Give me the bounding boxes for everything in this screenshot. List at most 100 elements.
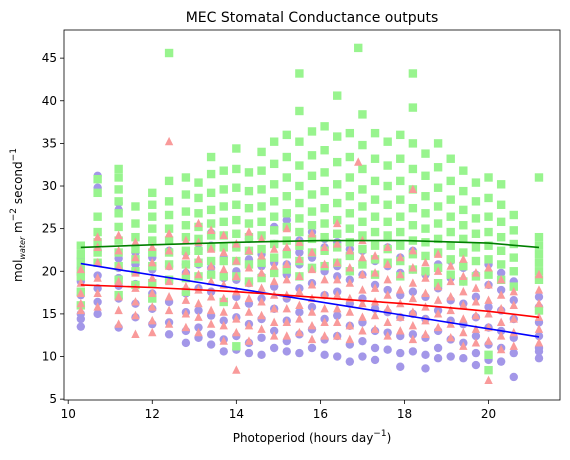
data-point-square — [295, 137, 304, 146]
data-point-square — [232, 229, 241, 238]
data-point-square — [219, 202, 228, 211]
data-point-triangle — [396, 252, 405, 262]
data-point-triangle — [282, 317, 291, 327]
data-point-square — [181, 246, 191, 256]
data-point-triangle — [320, 317, 329, 327]
data-point-square — [269, 268, 279, 278]
data-point-square — [269, 137, 279, 146]
data-point-triangle — [206, 244, 216, 253]
data-point-square — [370, 128, 380, 138]
x-tick-label: 18 — [397, 407, 412, 421]
data-point-square — [295, 161, 304, 170]
data-point-triangle — [484, 263, 493, 272]
data-point-triangle — [471, 324, 481, 333]
data-point-circle — [534, 354, 544, 363]
data-point-square — [471, 197, 481, 206]
data-point-triangle — [320, 290, 329, 299]
data-point-square — [269, 180, 279, 189]
data-point-triangle — [131, 310, 140, 320]
data-point-triangle — [484, 280, 493, 289]
data-point-triangle — [114, 292, 123, 301]
data-point-triangle — [408, 246, 418, 255]
data-point-square — [181, 221, 191, 230]
data-point-square — [244, 203, 254, 213]
data-point-triangle — [219, 336, 228, 345]
data-point-square — [244, 219, 254, 228]
data-point-triangle — [496, 331, 506, 340]
data-point-triangle — [181, 295, 191, 304]
data-point-triangle — [307, 321, 317, 330]
data-point-square — [269, 212, 279, 221]
data-point-square — [282, 152, 291, 162]
data-point-square — [370, 241, 380, 250]
trend-line — [80, 262, 540, 338]
y-tick-label: 15 — [42, 307, 57, 321]
data-point-circle — [257, 350, 266, 360]
data-point-triangle — [269, 261, 279, 270]
data-point-triangle — [148, 288, 157, 298]
data-point-circle — [295, 248, 304, 257]
data-point-triangle — [383, 242, 392, 251]
data-point-triangle — [257, 234, 266, 243]
data-point-square — [282, 265, 291, 274]
data-point-square — [164, 176, 174, 186]
trend-lines — [80, 239, 540, 338]
data-point-triangle — [408, 263, 418, 272]
data-point-square — [421, 192, 430, 201]
data-point-triangle — [345, 334, 355, 344]
data-point-triangle — [219, 264, 228, 274]
data-point-square — [496, 232, 506, 242]
data-point-triangle — [219, 230, 228, 240]
data-point-square — [446, 227, 455, 237]
data-point-square — [114, 197, 123, 206]
data-point-triangle — [282, 259, 291, 269]
data-point-triangle — [345, 278, 355, 287]
data-point-square — [509, 282, 518, 291]
data-point-triangle — [244, 227, 254, 236]
data-point-square — [484, 241, 493, 250]
data-point-square — [408, 221, 418, 230]
data-point-square — [282, 192, 291, 201]
data-point-triangle — [333, 303, 342, 313]
data-point-circle — [408, 287, 418, 296]
data-point-triangle — [244, 321, 254, 330]
data-point-square — [206, 205, 216, 215]
data-point-square — [496, 200, 506, 209]
data-point-circle — [383, 345, 392, 354]
data-point-square — [421, 209, 430, 218]
data-point-square — [484, 270, 493, 279]
data-point-triangle — [320, 242, 329, 251]
data-point-circle — [206, 340, 216, 349]
data-point-triangle — [408, 184, 418, 194]
data-point-triangle — [181, 281, 191, 291]
data-point-triangle — [244, 263, 254, 272]
data-point-triangle — [295, 271, 304, 280]
data-point-triangle — [509, 286, 518, 296]
data-point-square — [484, 227, 493, 237]
x-axis: 10 12 14 16 18 20 — [61, 400, 496, 421]
data-point-circle — [295, 307, 304, 317]
data-point-square — [534, 241, 544, 250]
data-point-triangle — [219, 321, 228, 330]
data-point-triangle — [194, 298, 203, 308]
data-point-square — [219, 185, 228, 194]
data-point-triangle — [114, 276, 123, 286]
plot-frame — [63, 29, 561, 401]
data-point-square — [148, 279, 157, 288]
data-point-square — [471, 256, 481, 266]
data-point-triangle — [257, 283, 266, 292]
data-point-square — [206, 256, 216, 266]
data-point-triangle — [148, 242, 157, 251]
data-point-triangle — [164, 228, 174, 238]
y-tick-label: 25 — [42, 222, 57, 236]
data-point-triangle — [269, 317, 279, 327]
data-point-triangle — [206, 225, 216, 234]
data-point-square — [471, 214, 481, 223]
data-point-square — [257, 217, 266, 227]
data-point-triangle — [76, 298, 86, 308]
data-point-square — [307, 190, 317, 199]
data-point-triangle — [433, 281, 443, 291]
data-point-square — [383, 200, 392, 209]
x-tick-label: 10 — [61, 407, 76, 421]
x-axis-label: Photoperiod (hours day−1) — [233, 429, 392, 445]
